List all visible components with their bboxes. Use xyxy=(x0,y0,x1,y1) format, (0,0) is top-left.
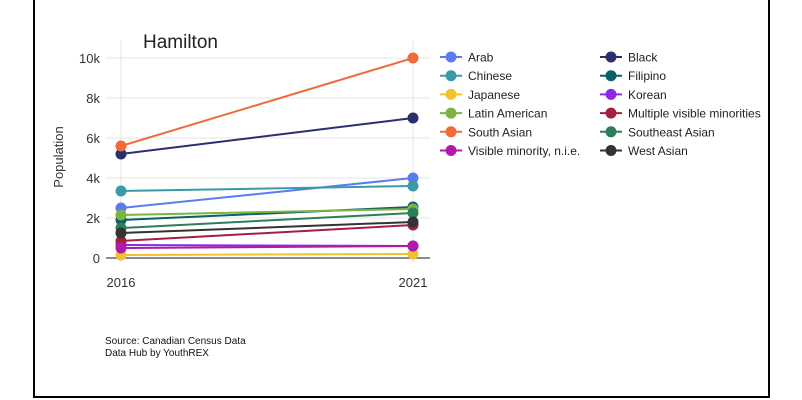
series-line-west-asian xyxy=(120,221,414,234)
series-line-latin-american xyxy=(120,208,414,216)
x-tick-label: 2021 xyxy=(399,275,428,290)
legend-label: Latin American xyxy=(468,107,547,121)
data-point-chinese[interactable] xyxy=(407,180,419,192)
series-line-southeast-asian xyxy=(120,212,414,229)
legend-label: West Asian xyxy=(628,144,688,158)
series-line-arab xyxy=(120,177,414,209)
y-tick-label: 2k xyxy=(86,211,100,226)
legend-label: Multiple visible minorities xyxy=(628,107,761,121)
y-tick-label: 4k xyxy=(86,171,100,186)
legend-item-chinese[interactable]: Chinese xyxy=(440,69,512,83)
legend-swatch-marker xyxy=(445,126,457,138)
legend-label: Japanese xyxy=(468,88,520,102)
data-point-southeast-asian[interactable] xyxy=(407,207,419,219)
data-point-visible-minority-n-i-e[interactable] xyxy=(115,242,127,254)
legend-label: Visible minority, n.i.e. xyxy=(468,144,580,158)
data-point-black[interactable] xyxy=(115,148,127,160)
data-point-latin-american[interactable] xyxy=(115,209,127,221)
legend-item-south-asian[interactable]: South Asian xyxy=(440,125,532,139)
legend-swatch-marker xyxy=(605,88,617,100)
legend-item-southeast-asian[interactable]: Southeast Asian xyxy=(600,125,715,139)
legend-item-arab[interactable]: Arab xyxy=(440,51,494,65)
chart-title: Hamilton xyxy=(143,32,218,53)
legend-swatch-marker xyxy=(445,107,457,119)
legend-label: Filipino xyxy=(628,69,666,83)
legend-item-visible-minority-n-i-e[interactable]: Visible minority, n.i.e. xyxy=(440,144,580,158)
source-line-1: Source: Canadian Census Data xyxy=(105,336,246,347)
data-point-visible-minority-n-i-e[interactable] xyxy=(407,240,419,252)
data-point-arab[interactable] xyxy=(407,172,419,184)
series-line-japanese xyxy=(120,253,414,256)
series-line-chinese xyxy=(120,185,414,192)
data-point-west-asian[interactable] xyxy=(115,227,127,239)
legend-swatch-marker xyxy=(605,126,617,138)
legend-label: Korean xyxy=(628,88,667,102)
series-lines xyxy=(120,57,414,256)
legend-swatch-marker xyxy=(445,70,457,82)
legend-label: Southeast Asian xyxy=(628,125,715,139)
y-axis: 0 2k 4k 6k 8k 10k xyxy=(79,51,100,266)
legend-item-korean[interactable]: Korean xyxy=(600,88,667,102)
chart-frame xyxy=(33,0,770,398)
y-tick-label: 0 xyxy=(93,251,100,266)
legend-swatch-marker xyxy=(605,51,617,63)
series-line-black xyxy=(120,117,414,155)
y-tick-label: 8k xyxy=(86,91,100,106)
source-line-2: Data Hub by YouthREX xyxy=(105,348,209,359)
grid-lines xyxy=(106,40,430,262)
series-line-multiple-visible-minorities xyxy=(120,224,414,242)
legend-item-west-asian[interactable]: West Asian xyxy=(600,144,688,158)
x-axis: 2016 2021 xyxy=(107,275,428,290)
y-axis-label: Population xyxy=(51,126,66,187)
legend-swatch-marker xyxy=(445,145,457,156)
legend-item-latin-american[interactable]: Latin American xyxy=(440,107,547,121)
legend[interactable]: Arab Black Chinese Filipino Japanese Korean La… xyxy=(440,51,761,159)
data-point-chinese[interactable] xyxy=(115,185,127,197)
data-point-south-asian[interactable] xyxy=(115,140,127,152)
legend-label: South Asian xyxy=(468,125,532,139)
data-point-japanese[interactable] xyxy=(407,248,419,260)
legend-swatch-marker xyxy=(445,88,457,100)
x-tick-label: 2016 xyxy=(107,275,136,290)
legend-label: Arab xyxy=(468,51,494,65)
y-tick-label: 6k xyxy=(86,131,100,146)
legend-item-multiple-visible-minorities[interactable]: Multiple visible minorities xyxy=(600,107,761,121)
y-tick-label: 10k xyxy=(79,51,100,66)
series-line-south-asian xyxy=(120,57,414,147)
legend-item-black[interactable]: Black xyxy=(600,51,658,65)
legend-item-filipino[interactable]: Filipino xyxy=(600,69,666,83)
legend-label: Black xyxy=(628,51,658,65)
legend-swatch-marker xyxy=(605,145,617,156)
data-point-south-asian[interactable] xyxy=(407,52,419,64)
legend-item-japanese[interactable]: Japanese xyxy=(440,88,520,102)
legend-swatch-marker xyxy=(605,107,617,119)
series-line-visible-minority-n-i-e xyxy=(120,245,414,249)
legend-label: Chinese xyxy=(468,69,512,83)
series-points xyxy=(115,52,419,261)
data-point-black[interactable] xyxy=(407,112,419,124)
legend-swatch-marker xyxy=(605,70,617,82)
data-point-west-asian[interactable] xyxy=(407,216,419,228)
legend-swatch-marker xyxy=(445,51,457,63)
